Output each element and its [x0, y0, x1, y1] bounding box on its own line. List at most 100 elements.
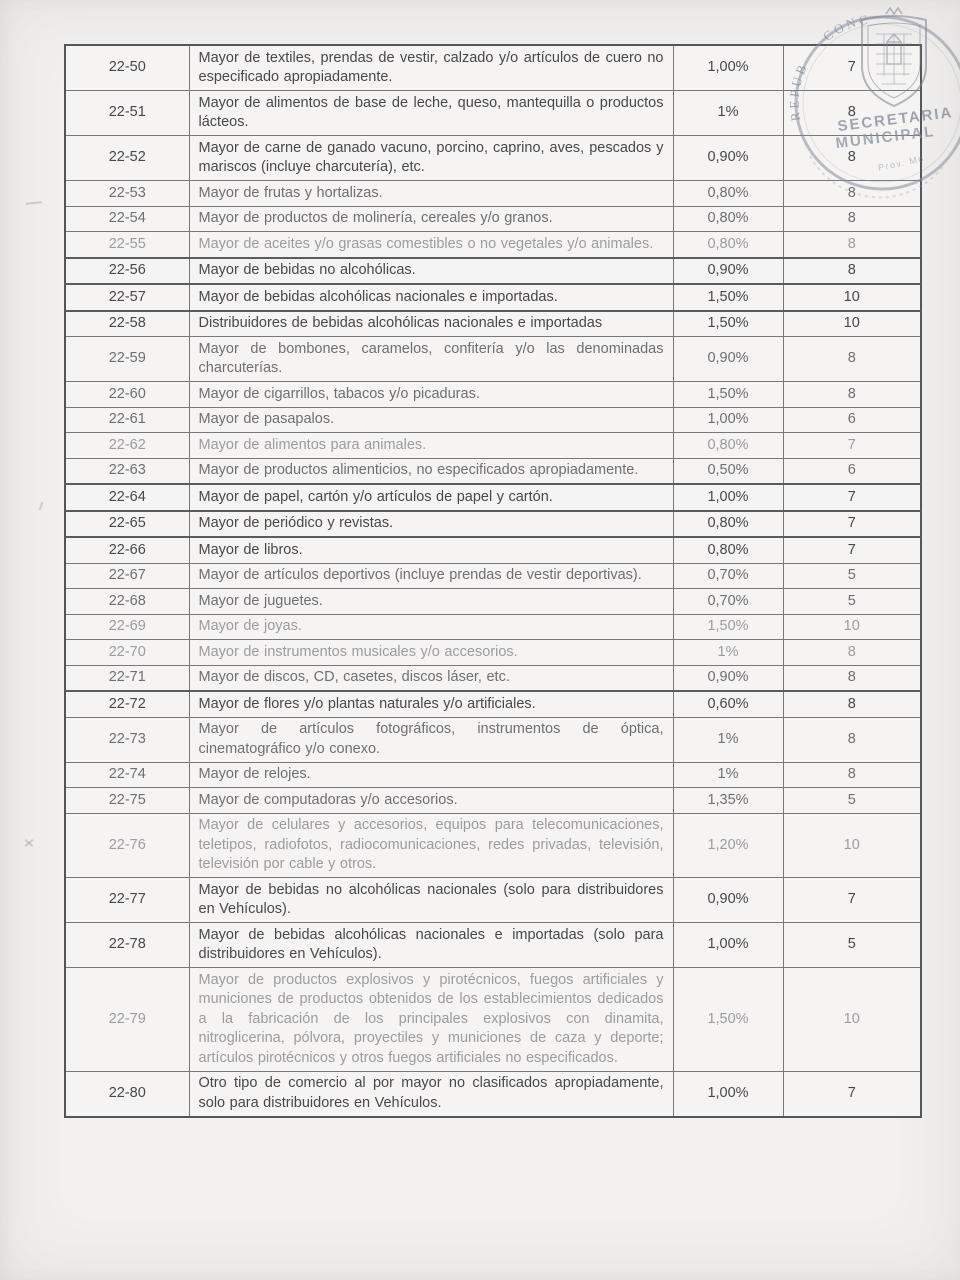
rate-cell: 1%: [672, 761, 784, 788]
table-row: 22-55 Mayor de aceites y/o grasas comesti…: [64, 231, 922, 258]
scan-artifact-dash: [25, 201, 43, 205]
table-row: 22-64 Mayor de papel, cartón y/o artículo…: [64, 483, 922, 511]
quota-cell: 7: [782, 877, 922, 923]
rate-cell: 0,80%: [672, 205, 784, 232]
quota-cell: 7: [782, 1070, 922, 1117]
rate-cell: 1%: [672, 716, 784, 763]
quota-cell: 8: [782, 205, 922, 232]
description-cell: Mayor de discos, CD, casetes, discos lás…: [188, 664, 674, 692]
rate-cell: 1,00%: [672, 44, 784, 91]
quota-cell: 7: [782, 483, 922, 511]
quota-cell: 8: [782, 664, 922, 692]
rate-cell: 1,00%: [672, 483, 784, 511]
code-cell: 22-76: [64, 812, 190, 878]
quota-cell: 8: [782, 180, 922, 207]
description-cell: Mayor de juguetes.: [188, 588, 674, 615]
description-cell: Mayor de computadoras y/o accesorios.: [188, 787, 674, 814]
code-cell: 22-50: [64, 44, 190, 91]
table-row: 22-50 Mayor de textiles, prendas de vesti…: [64, 44, 922, 91]
description-cell: Otro tipo de comercio al por mayor no cl…: [188, 1070, 674, 1117]
rate-cell: 1,35%: [672, 787, 784, 814]
table-row: 22-59 Mayor de bombones, caramelos, confi…: [64, 336, 922, 382]
description-cell: Mayor de instrumentos musicales y/o acce…: [188, 639, 674, 666]
description-cell: Mayor de periódico y revistas.: [188, 509, 674, 538]
rate-cell: 0,60%: [672, 690, 784, 718]
table-row: 22-72 Mayor de flores y/o plantas natural…: [64, 690, 922, 718]
rate-cell: 1,00%: [672, 922, 784, 968]
rate-cell: 0,50%: [672, 457, 784, 485]
quota-cell: 8: [782, 256, 922, 285]
rate-cell: 1,50%: [672, 967, 784, 1072]
quota-cell: 10: [782, 283, 922, 311]
description-cell: Mayor de aceites y/o grasas comestibles …: [188, 231, 674, 258]
code-cell: 22-65: [64, 509, 190, 538]
description-cell: Mayor de bebidas alcohólicas nacionales …: [188, 283, 674, 311]
rate-cell: 1,50%: [672, 309, 784, 337]
description-cell: Mayor de alimentos de base de leche, que…: [188, 90, 674, 136]
scan-artifact-tick: [38, 501, 44, 511]
tariff-table-body: 22-50 Mayor de textiles, prendas de vesti…: [64, 44, 922, 1117]
rate-cell: 0,90%: [672, 256, 784, 285]
table-row: 22-57 Mayor de bebidas alcohólicas nacion…: [64, 283, 922, 311]
quota-cell: 8: [782, 381, 922, 408]
description-cell: Distribuidores de bebidas alcohólicas na…: [188, 309, 674, 337]
code-cell: 22-54: [64, 205, 190, 232]
code-cell: 22-53: [64, 180, 190, 207]
rate-cell: 1%: [672, 90, 784, 136]
code-cell: 22-66: [64, 536, 190, 564]
code-cell: 22-71: [64, 664, 190, 692]
code-cell: 22-61: [64, 406, 190, 433]
description-cell: Mayor de alimentos para animales.: [188, 432, 674, 459]
rate-cell: 1,50%: [672, 381, 784, 408]
code-cell: 22-70: [64, 639, 190, 666]
rate-cell: 1,00%: [672, 1070, 784, 1117]
quota-cell: 5: [782, 588, 922, 615]
rate-cell: 1,50%: [672, 283, 784, 311]
rate-cell: 1,50%: [672, 613, 784, 640]
table-row: 22-73 Mayor de artículos fotográficos, in…: [64, 716, 922, 763]
svg-text:CONC: CONC: [820, 11, 871, 44]
table-row: 22-70 Mayor de instrumentos musicales y/o…: [64, 639, 922, 666]
table-row: 22-52 Mayor de carne de ganado vacuno, po…: [64, 135, 922, 181]
code-cell: 22-62: [64, 432, 190, 459]
quota-cell: 8: [782, 336, 922, 382]
description-cell: Mayor de bombones, caramelos, confitería…: [188, 336, 674, 382]
code-cell: 22-51: [64, 90, 190, 136]
rate-cell: 0,80%: [672, 536, 784, 564]
quota-cell: 7: [782, 509, 922, 538]
code-cell: 22-57: [64, 283, 190, 311]
table-row: 22-56 Mayor de bebidas no alcohólicas. 0,9…: [64, 256, 922, 285]
stamp-arc-top-text: CONC: [820, 11, 868, 44]
description-cell: Mayor de frutas y hortalizas.: [188, 180, 674, 207]
code-cell: 22-52: [64, 135, 190, 181]
rate-cell: 0,90%: [672, 135, 784, 181]
quota-cell: 8: [782, 639, 922, 666]
description-cell: Mayor de bebidas no alcohólicas nacional…: [188, 877, 674, 923]
description-cell: Mayor de artículos deportivos (incluye p…: [188, 562, 674, 589]
description-cell: Mayor de pasapalos.: [188, 406, 674, 433]
quota-cell: 7: [782, 536, 922, 564]
code-cell: 22-68: [64, 588, 190, 615]
description-cell: Mayor de productos de molinería, cereale…: [188, 205, 674, 232]
description-cell: Mayor de joyas.: [188, 613, 674, 640]
table-row: 22-68 Mayor de juguetes. 0,70% 5: [64, 588, 922, 615]
quota-cell: 6: [782, 406, 922, 433]
description-cell: Mayor de textiles, prendas de vestir, ca…: [188, 44, 674, 91]
rate-cell: 0,90%: [672, 877, 784, 923]
table-row: 22-53 Mayor de frutas y hortalizas. 0,80% 8: [64, 180, 922, 207]
code-cell: 22-63: [64, 457, 190, 485]
description-cell: Mayor de productos explosivos y pirotécn…: [188, 967, 674, 1072]
quota-cell: 5: [782, 922, 922, 968]
rate-cell: 0,80%: [672, 180, 784, 207]
rate-cell: 0,80%: [672, 509, 784, 538]
code-cell: 22-67: [64, 562, 190, 589]
description-cell: Mayor de bebidas alcohólicas nacionales …: [188, 922, 674, 968]
table-row: 22-65 Mayor de periódico y revistas. 0,80%…: [64, 509, 922, 538]
description-cell: Mayor de relojes.: [188, 761, 674, 788]
table-row: 22-77 Mayor de bebidas no alcohólicas nac…: [64, 877, 922, 923]
rate-cell: 0,80%: [672, 231, 784, 258]
quota-cell: 10: [782, 613, 922, 640]
description-cell: Mayor de flores y/o plantas naturales y/…: [188, 690, 674, 718]
description-cell: Mayor de carne de ganado vacuno, porcino…: [188, 135, 674, 181]
